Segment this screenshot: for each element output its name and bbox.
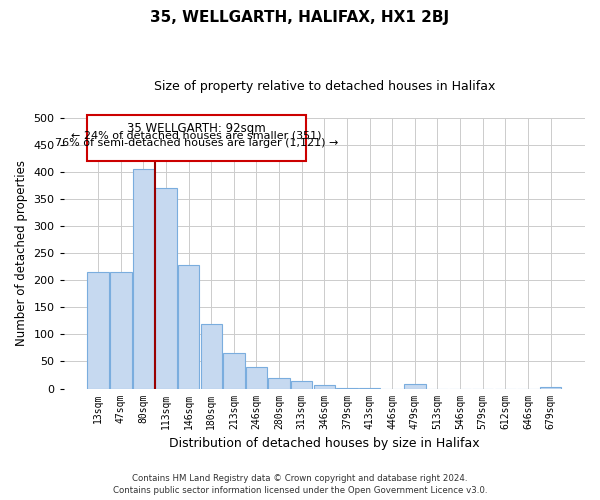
Bar: [178, 265, 199, 388]
Text: 35, WELLGARTH, HALIFAX, HX1 2BJ: 35, WELLGARTH, HALIFAX, HX1 2BJ: [151, 10, 449, 25]
Text: 76% of semi-detached houses are larger (1,121) →: 76% of semi-detached houses are larger (…: [55, 138, 338, 148]
Bar: [291, 381, 313, 388]
Bar: [404, 384, 425, 388]
Bar: [246, 367, 267, 388]
Y-axis label: Number of detached properties: Number of detached properties: [15, 160, 28, 346]
Text: 35 WELLGARTH: 92sqm: 35 WELLGARTH: 92sqm: [127, 122, 266, 135]
Bar: [88, 272, 109, 388]
Bar: [314, 386, 335, 388]
Bar: [87, 115, 306, 161]
Bar: [110, 272, 131, 388]
Bar: [133, 169, 154, 388]
Bar: [268, 378, 290, 388]
Bar: [223, 354, 245, 388]
Text: Contains HM Land Registry data © Crown copyright and database right 2024.
Contai: Contains HM Land Registry data © Crown c…: [113, 474, 487, 495]
Title: Size of property relative to detached houses in Halifax: Size of property relative to detached ho…: [154, 80, 495, 93]
Bar: [155, 188, 177, 388]
Bar: [200, 324, 222, 388]
X-axis label: Distribution of detached houses by size in Halifax: Distribution of detached houses by size …: [169, 437, 479, 450]
Text: ← 24% of detached houses are smaller (351): ← 24% of detached houses are smaller (35…: [71, 130, 322, 140]
